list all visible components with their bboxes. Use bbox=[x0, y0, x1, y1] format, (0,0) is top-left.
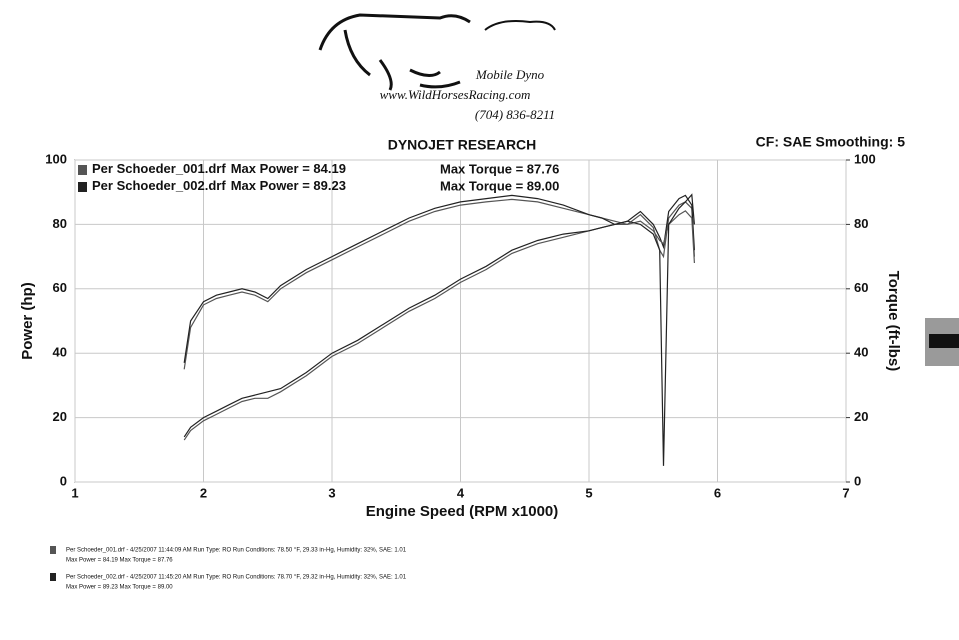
x-tick-label: 4 bbox=[457, 485, 465, 500]
legend-power: Max Power = 89.23 bbox=[231, 178, 346, 193]
y2-tick-label: 80 bbox=[854, 216, 868, 231]
x-axis-label: Engine Speed (RPM x1000) bbox=[366, 503, 559, 520]
settings: CF: SAE Smoothing: 5 bbox=[756, 134, 906, 150]
y-tick-label: 20 bbox=[53, 409, 67, 424]
y2-tick-label: 60 bbox=[854, 280, 868, 295]
legend-torque: Max Torque = 89.00 bbox=[440, 178, 559, 193]
x-tick-label: 1 bbox=[71, 485, 78, 500]
legend-name: Per Schoeder_001.drf bbox=[92, 161, 226, 176]
footer-details: Per Schoeder_001.drf - 4/25/2007 11:44:0… bbox=[66, 548, 407, 554]
torque-line bbox=[183, 198, 695, 370]
company: Mobile Dyno bbox=[475, 67, 545, 82]
legend-entry: Per Schoeder_002.drf Max Power = 89.23 bbox=[92, 178, 346, 193]
side-widget-bar bbox=[929, 334, 959, 348]
footer-swatch bbox=[50, 546, 56, 554]
legend-name: Per Schoeder_002.drf bbox=[92, 178, 226, 193]
footer-details: Per Schoeder_002.drf - 4/25/2007 11:45:2… bbox=[66, 575, 407, 581]
x-tick-label: 5 bbox=[585, 485, 592, 500]
legend-swatch bbox=[78, 182, 87, 192]
legend-power: Max Power = 84.19 bbox=[231, 161, 346, 176]
y-tick-label: 40 bbox=[53, 345, 67, 360]
y-tick-label: 60 bbox=[53, 280, 67, 295]
phone: (704) 836-8211 bbox=[475, 107, 555, 122]
torque-line bbox=[183, 194, 695, 363]
x-tick-label: 7 bbox=[842, 485, 849, 500]
footer-summary: Max Power = 89.23 Max Torque = 89.00 bbox=[66, 585, 173, 591]
website: www.WildHorsesRacing.com bbox=[380, 87, 531, 102]
footer-summary: Max Power = 84.19 Max Torque = 87.76 bbox=[66, 558, 173, 564]
y-tick-label: 100 bbox=[45, 151, 67, 166]
x-tick-label: 6 bbox=[714, 485, 721, 500]
y2-tick-label: 20 bbox=[854, 409, 868, 424]
legend-torque: Max Torque = 87.76 bbox=[440, 161, 559, 176]
legend-swatch bbox=[78, 165, 87, 175]
y2-tick-label: 0 bbox=[854, 473, 861, 488]
chart-title: DYNOJET RESEARCH bbox=[388, 137, 537, 153]
y2-tick-label: 40 bbox=[854, 345, 868, 360]
x-tick-label: 2 bbox=[200, 485, 207, 500]
power-line bbox=[183, 193, 695, 466]
footer-swatch bbox=[50, 573, 56, 581]
x-tick-label: 3 bbox=[328, 485, 335, 500]
legend-entry: Per Schoeder_001.drf Max Power = 84.19 bbox=[92, 161, 346, 176]
y-tick-label: 80 bbox=[53, 216, 67, 231]
y2-tick-label: 100 bbox=[854, 151, 876, 166]
logo bbox=[318, 13, 556, 91]
power-line bbox=[183, 210, 695, 441]
y-tick-label: 0 bbox=[60, 473, 67, 488]
y2-axis-label: Torque (ft-lbs) bbox=[885, 271, 902, 372]
y-axis-label: Power (hp) bbox=[19, 282, 36, 360]
